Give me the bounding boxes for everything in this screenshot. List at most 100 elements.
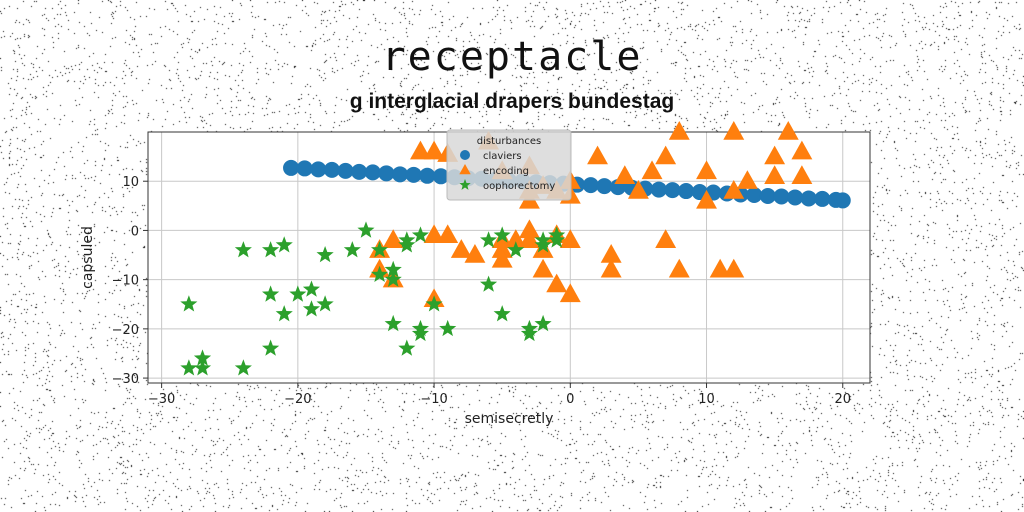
oophorectomy-point (384, 314, 402, 332)
oophorectomy-point (234, 359, 252, 376)
encoding-point (696, 160, 717, 180)
claviers-point (650, 181, 667, 198)
encoding-point (464, 244, 486, 263)
oophorectomy-point (411, 226, 429, 243)
encoding-point (518, 229, 540, 248)
claviers-point (323, 161, 340, 178)
encoding-point (491, 248, 513, 268)
series-oophorectomy (180, 221, 566, 376)
y-axis-label: capsuled (80, 226, 96, 289)
y-tick-label: −30 (112, 372, 139, 387)
oophorectomy-point (384, 270, 402, 287)
oophorectomy-point (302, 300, 320, 317)
encoding-point (641, 160, 663, 180)
claviers-point (664, 182, 681, 199)
y-tick-label: 10 (122, 175, 139, 190)
oophorectomy-point (343, 241, 361, 258)
oophorectomy-point (193, 359, 212, 376)
legend-marker-oophorectomy (459, 179, 471, 190)
encoding-point (764, 145, 786, 165)
encoding-point (696, 189, 717, 209)
encoding-point (437, 224, 459, 244)
x-axis-label: semisecretly (465, 411, 554, 427)
oophorectomy-point (480, 231, 498, 248)
oophorectomy-point (357, 221, 375, 238)
claviers-point (432, 168, 449, 185)
oophorectomy-point (493, 305, 511, 322)
claviers-point (746, 186, 763, 203)
oophorectomy-point (316, 246, 334, 263)
chart-title: receptacle (381, 34, 643, 80)
axis-ticks: −30 −20 −10 0 10 20 −30 −20 −10 0 10 (112, 175, 851, 407)
oophorectomy-point (493, 226, 511, 243)
oophorectomy-point (534, 236, 552, 253)
oophorectomy-point (520, 324, 538, 342)
encoding-point (668, 121, 690, 140)
encoding-point (587, 145, 608, 165)
encoding-point (410, 140, 431, 160)
legend-marker-encoding (459, 164, 471, 175)
oophorectomy-point (262, 339, 280, 356)
oophorectomy-point (398, 339, 416, 356)
encoding-point (491, 239, 513, 258)
claviers-point (351, 163, 368, 180)
oophorectomy-point (302, 280, 320, 297)
oophorectomy-point (548, 231, 566, 248)
chart-subtitle: g interglacial drapers bundestag (349, 90, 675, 113)
y-tick-label: −10 (112, 274, 139, 289)
oophorectomy-point (398, 231, 416, 248)
encoding-point (423, 224, 445, 244)
claviers-point (310, 161, 327, 178)
encoding-point (655, 145, 677, 165)
claviers-point (364, 164, 381, 181)
y-tick-label: 0 (131, 224, 139, 239)
oophorectomy-point (262, 241, 280, 258)
claviers-point (787, 189, 804, 206)
encoding-point (764, 165, 786, 184)
legend-title: disturbances (477, 136, 541, 147)
oophorectomy-point (180, 295, 198, 312)
oophorectomy-point (193, 349, 212, 366)
oophorectomy-point (289, 285, 307, 302)
claviers-point (773, 188, 790, 205)
claviers-point (296, 160, 313, 177)
x-tick-label: −10 (420, 392, 447, 407)
encoding-point (668, 258, 690, 278)
encoding-point (723, 121, 745, 140)
oophorectomy-point (275, 236, 293, 253)
claviers-point (814, 190, 831, 207)
encoding-point (736, 170, 758, 189)
y-tick-label: −20 (112, 323, 139, 338)
encoding-point (791, 165, 813, 184)
claviers-point (800, 190, 817, 207)
oophorectomy-point (534, 314, 552, 332)
encoding-point (423, 140, 445, 160)
x-tick-label: −20 (284, 392, 311, 407)
claviers-point (405, 166, 422, 183)
claviers-point (759, 187, 776, 204)
x-tick-label: 20 (834, 392, 851, 407)
oophorectomy-point (371, 265, 389, 282)
legend-box (446, 129, 572, 201)
encoding-point (723, 258, 745, 278)
oophorectomy-point (480, 275, 498, 292)
claviers-point (596, 178, 613, 195)
encoding-point (559, 229, 581, 248)
oophorectomy-point (425, 295, 443, 312)
encoding-point (600, 258, 622, 278)
encoding-point (777, 121, 799, 140)
oophorectomy-point (398, 236, 416, 253)
claviers-point (378, 165, 395, 182)
x-tick-label: −30 (148, 392, 175, 407)
oophorectomy-point (411, 324, 429, 342)
encoding-point (505, 229, 527, 248)
claviers-point (337, 162, 354, 179)
encoding-point (518, 219, 540, 239)
claviers-point (283, 159, 300, 176)
encoding-point (627, 180, 649, 199)
x-tick-label: 0 (566, 392, 574, 407)
claviers-point (678, 183, 695, 200)
claviers-point (582, 177, 599, 194)
oophorectomy-point (316, 295, 334, 312)
